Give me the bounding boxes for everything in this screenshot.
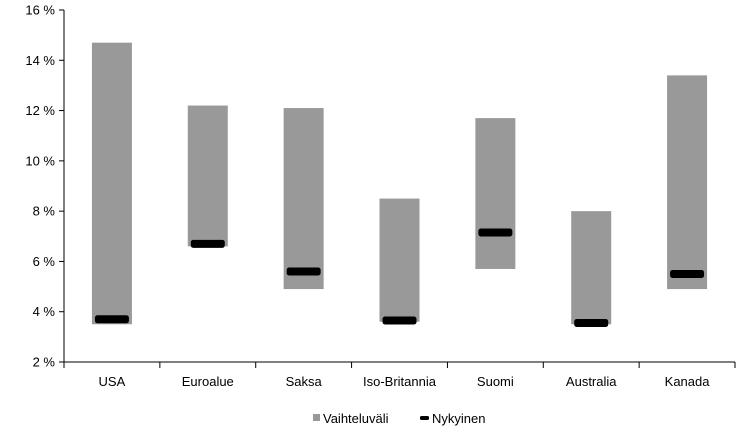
x-tick-label: Euroalue: [182, 374, 234, 389]
legend-swatch-marker: [420, 416, 429, 420]
x-tick-label: Suomi: [477, 374, 514, 389]
y-tick-label: 16 %: [25, 3, 55, 18]
current-markers: [94, 228, 705, 328]
x-tick-label: Saksa: [286, 374, 323, 389]
y-tick-label: 14 %: [25, 53, 55, 68]
range-bar: [91, 42, 132, 325]
x-tick-label: Kanada: [665, 374, 711, 389]
y-tick-label: 6 %: [33, 254, 56, 269]
x-tick-label: USA: [99, 374, 126, 389]
current-marker: [286, 267, 321, 276]
y-tick-label: 12 %: [25, 103, 55, 118]
legend-label-range: Vaihteluväli: [323, 411, 389, 426]
current-marker: [574, 319, 609, 328]
range-bar: [187, 105, 228, 247]
current-marker: [478, 228, 513, 237]
current-marker: [190, 239, 225, 248]
y-tick-label: 2 %: [33, 355, 56, 370]
range-bar: [283, 108, 324, 290]
current-marker: [382, 316, 417, 325]
legend: Vaihteluväli Nykyinen: [313, 411, 485, 426]
y-tick-label: 4 %: [33, 304, 56, 319]
legend-swatch-range: [313, 414, 320, 421]
legend-label-marker: Nykyinen: [432, 411, 485, 426]
x-tick-label: Iso-Britannia: [363, 374, 437, 389]
x-tick-label: Australia: [566, 374, 617, 389]
range-bar: [379, 198, 420, 322]
y-tick-labels: 2 % 4 % 6 % 8 % 10 % 12 % 14 % 16 %: [25, 3, 55, 370]
axes: [59, 9, 736, 368]
current-marker: [94, 315, 129, 324]
x-tick-labels: USA Euroalue Saksa Iso-Britannia Suomi Austra…: [99, 374, 711, 389]
range-bars: [91, 42, 708, 325]
range-bar: [475, 118, 516, 269]
range-bar: [571, 211, 612, 325]
y-tick-label: 8 %: [33, 204, 56, 219]
range-bar: [667, 75, 708, 290]
current-marker: [670, 270, 705, 278]
y-tick-label: 10 %: [25, 153, 55, 168]
